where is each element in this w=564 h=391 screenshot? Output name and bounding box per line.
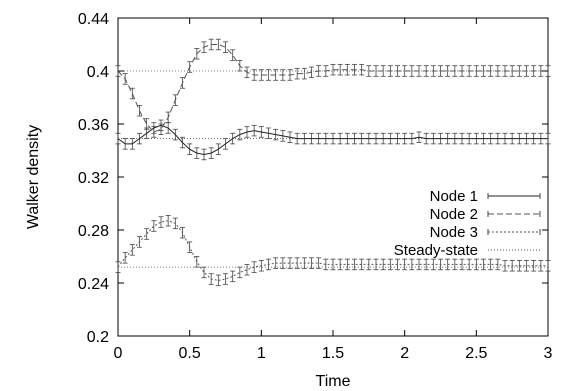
y-tick-label: 0.32 xyxy=(78,170,109,187)
x-tick-label: 3 xyxy=(544,345,553,362)
x-tick-label: 0.5 xyxy=(179,345,201,362)
y-tick-label: 0.2 xyxy=(87,329,109,346)
series-line-node-1 xyxy=(117,124,548,156)
legend-label: Node 1 xyxy=(430,188,478,205)
series-line-node-2 xyxy=(117,44,548,133)
error-bars xyxy=(115,38,551,287)
legend-label: Node 3 xyxy=(430,224,478,241)
legend-label: Steady-state xyxy=(394,242,478,259)
y-axis-label: Walker density xyxy=(25,125,42,229)
y-tick-label: 0.24 xyxy=(78,276,109,293)
x-tick-label: 2.5 xyxy=(465,345,487,362)
y-tick-label: 0.36 xyxy=(78,117,109,134)
tick-labels: 0 0.5 1 1.5 2 2.5 3 0.2 0.24 0.28 0.32 0.36 0.4 0.44 xyxy=(78,11,553,362)
series-line-node-3 xyxy=(117,220,548,281)
y-tick-label: 0.28 xyxy=(78,223,109,240)
series-lines xyxy=(117,44,548,281)
y-tick-label: 0.44 xyxy=(78,11,109,28)
y-tick-label: 0.4 xyxy=(87,64,109,81)
x-tick-label: 1.5 xyxy=(322,345,344,362)
x-tick-label: 2 xyxy=(400,345,409,362)
legend-label: Node 2 xyxy=(430,206,478,223)
axis-ticks xyxy=(117,17,549,337)
x-tick-label: 0 xyxy=(114,345,123,362)
x-axis-label: Time xyxy=(316,373,351,390)
x-tick-label: 1 xyxy=(257,345,266,362)
